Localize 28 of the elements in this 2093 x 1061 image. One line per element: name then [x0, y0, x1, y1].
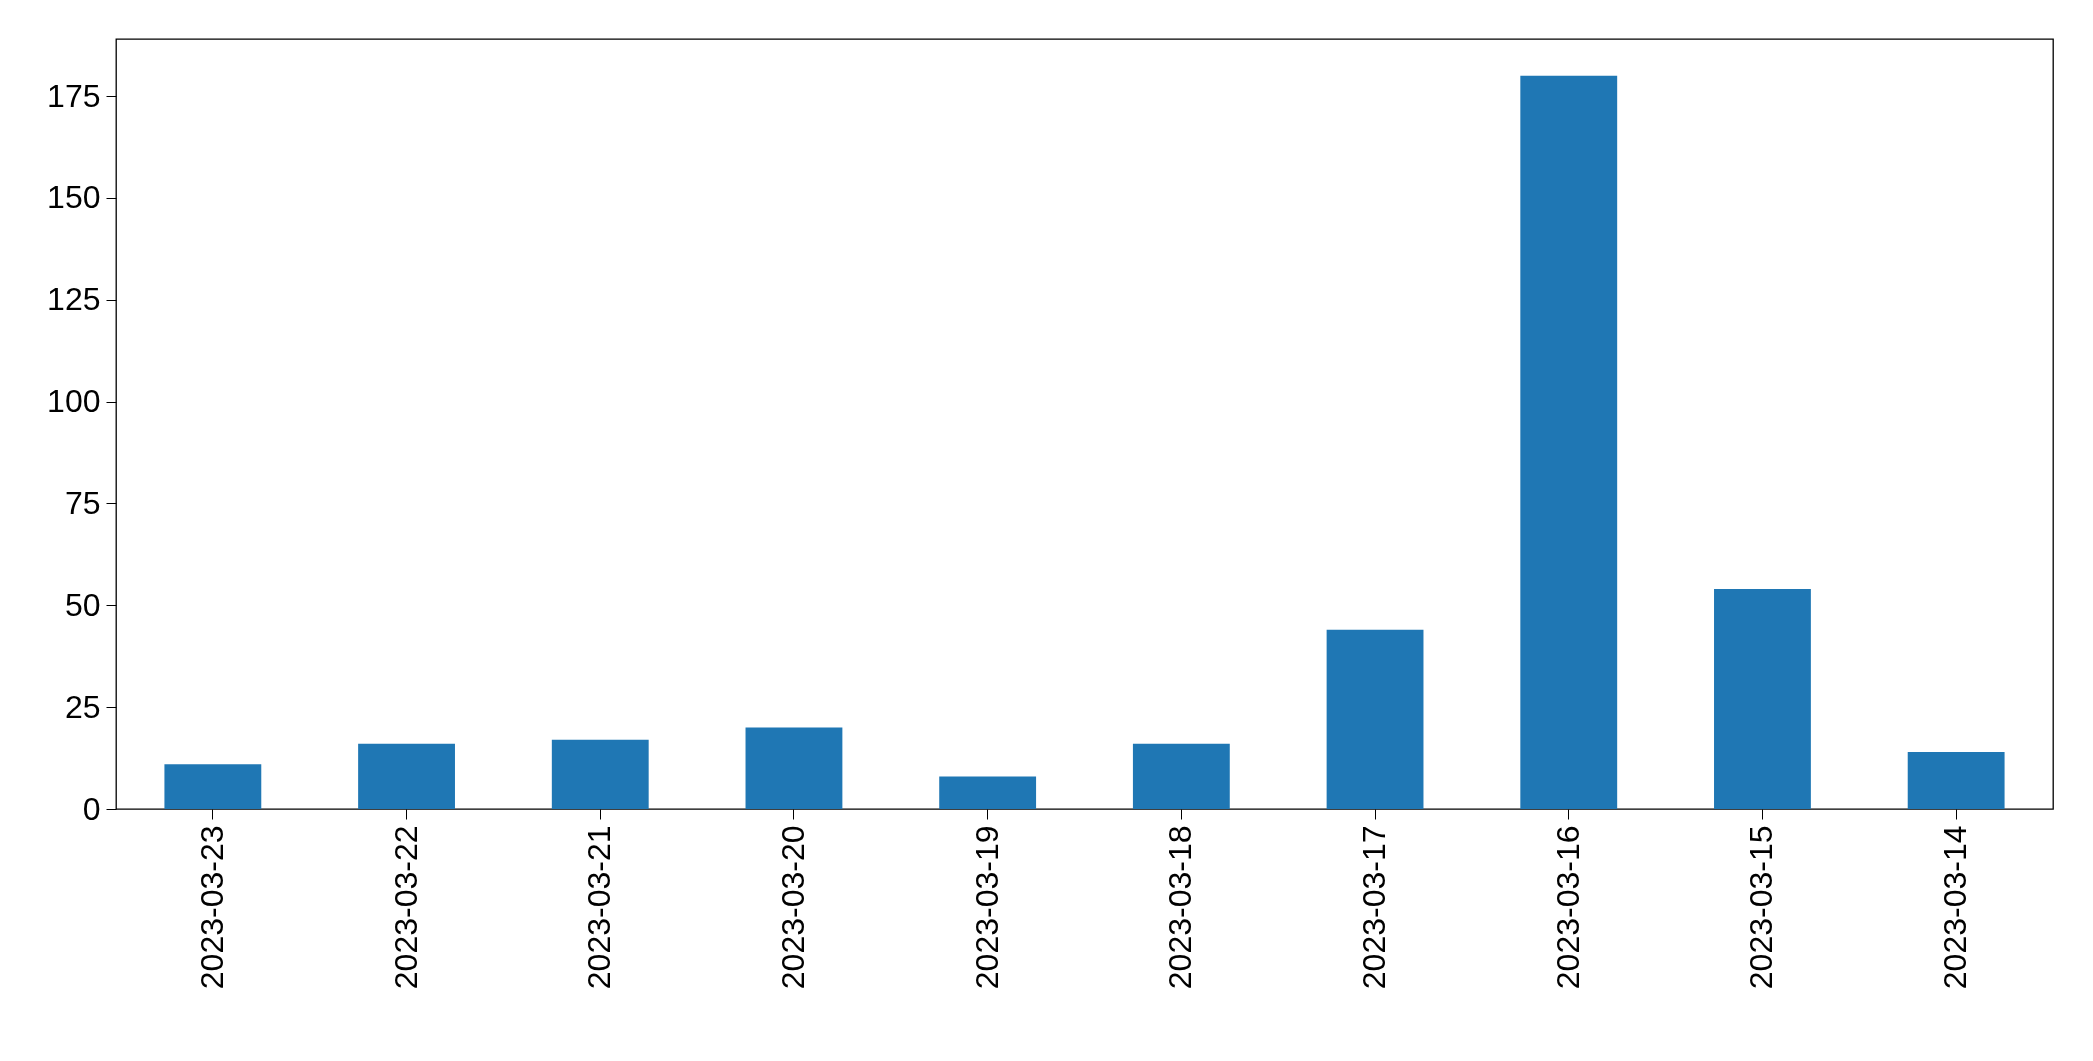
bar: [1907, 751, 2005, 809]
y-tick-label: 125: [47, 281, 101, 318]
x-tick-label: 2023-03-20: [774, 825, 811, 990]
y-tick-label: 100: [47, 383, 101, 420]
x-tick-label: 2023-03-23: [193, 825, 230, 990]
y-tick-label: 50: [64, 586, 101, 623]
bar: [358, 743, 455, 809]
bar: [1132, 743, 1230, 809]
bar: [1326, 629, 1424, 809]
x-tick-label: 2023-03-18: [1162, 825, 1199, 990]
x-tick-label: 2023-03-14: [1937, 825, 1974, 990]
y-tick-label: 0: [82, 790, 101, 827]
x-tick-label: 2023-03-22: [387, 825, 424, 990]
bar: [164, 764, 262, 809]
y-tick-label: 175: [47, 77, 101, 114]
bar: [745, 727, 843, 809]
bar: [551, 739, 649, 809]
y-tick-label: 150: [47, 179, 101, 216]
x-tick-label: 2023-03-21: [581, 825, 618, 990]
x-tick-label: 2023-03-19: [968, 825, 1005, 990]
y-tick-label: 75: [64, 484, 101, 521]
bar: [939, 776, 1037, 809]
x-tick-label: 2023-03-17: [1356, 825, 1393, 990]
x-tick-label: 2023-03-16: [1549, 825, 1586, 990]
x-tick-label: 2023-03-15: [1743, 825, 1780, 990]
y-tick-label: 25: [64, 688, 101, 725]
bar: [1520, 75, 1618, 809]
bar: [1714, 589, 1811, 809]
